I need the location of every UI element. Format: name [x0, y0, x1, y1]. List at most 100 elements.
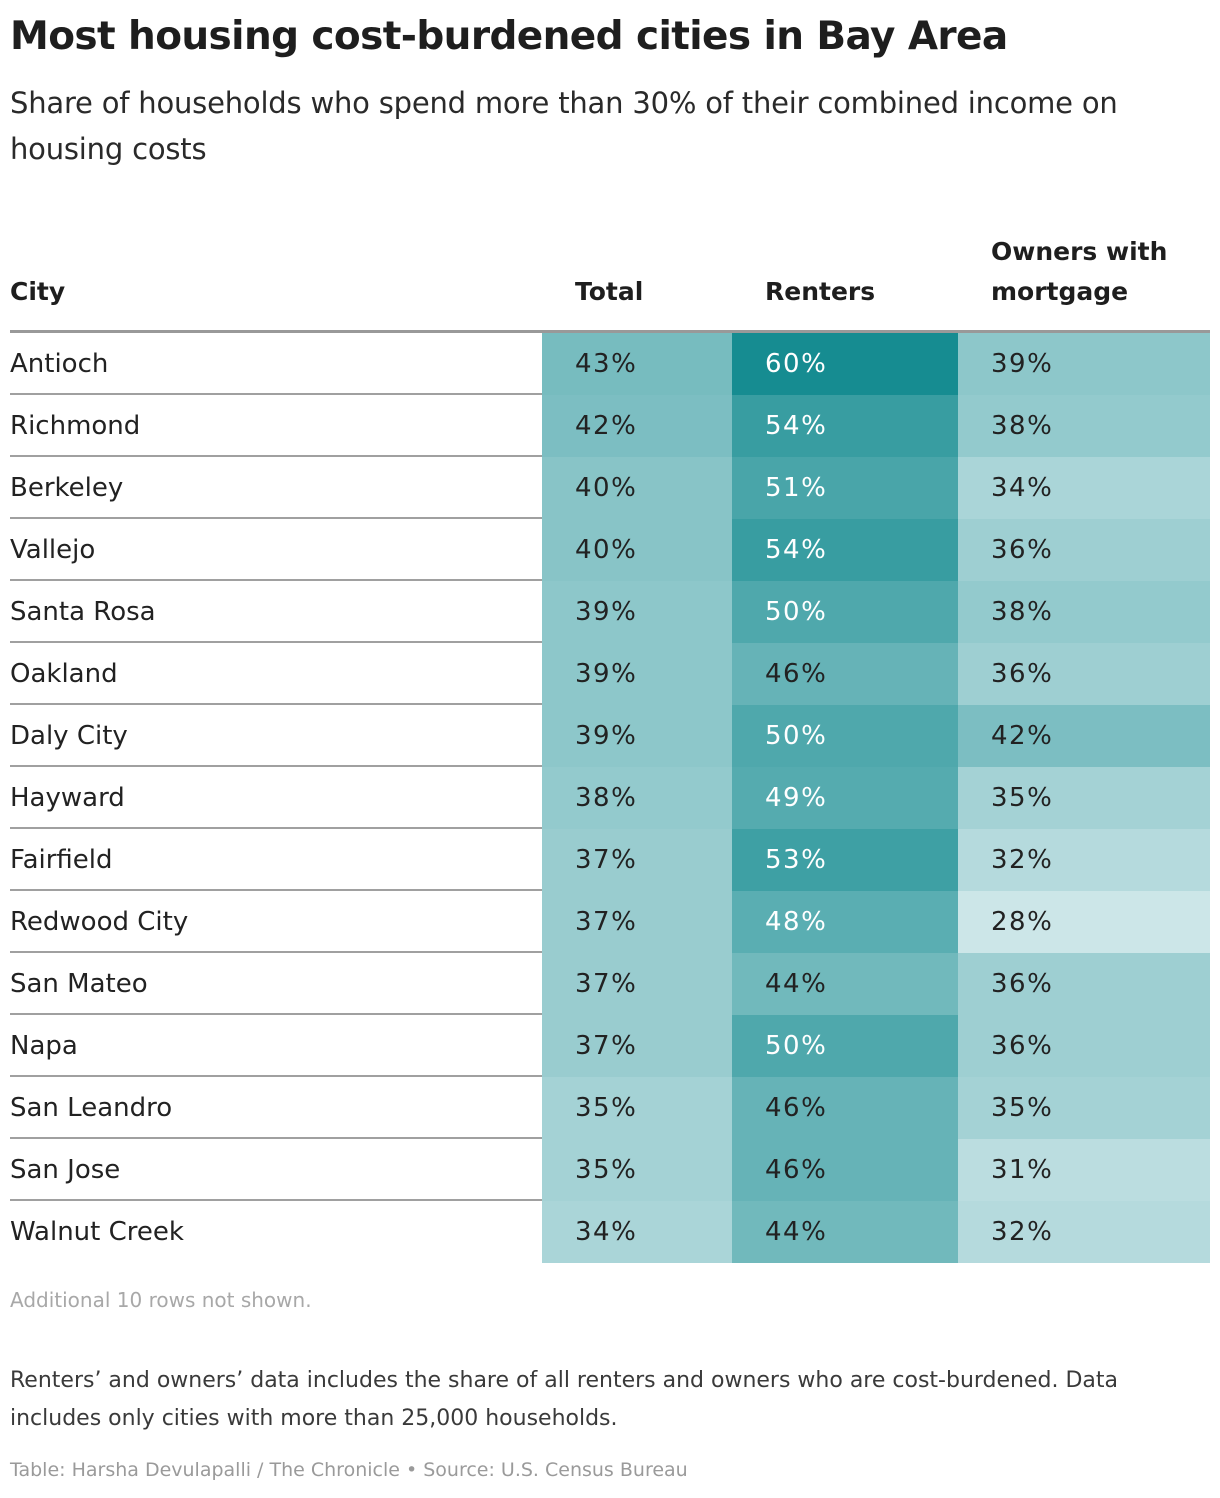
total-cell: 39%: [542, 705, 732, 767]
renters-cell-value: 53%: [765, 845, 828, 875]
total-cell: 34%: [542, 1201, 732, 1263]
owners-cell: 38%: [958, 395, 1210, 457]
owners-cell-value: 39%: [991, 349, 1054, 379]
renters-cell: 50%: [732, 581, 958, 643]
rows-hidden-note: Additional 10 rows not shown.: [10, 1288, 312, 1312]
renters-cell-value: 48%: [765, 907, 828, 937]
renters-cell-value: 60%: [765, 349, 828, 379]
owners-cell-value: 36%: [991, 969, 1054, 999]
city-cell: Fairfield: [10, 845, 113, 875]
total-cell-value: 42%: [575, 411, 638, 441]
owners-cell-value: 38%: [991, 411, 1054, 441]
table-row: Berkeley 40% 51% 34%: [10, 457, 1210, 519]
renters-cell-value: 54%: [765, 411, 828, 441]
renters-cell-value: 50%: [765, 597, 828, 627]
source-credit: Table: Harsha Devulapalli / The Chronicl…: [10, 1459, 688, 1481]
owners-cell-value: 28%: [991, 907, 1054, 937]
owners-cell: 35%: [958, 1077, 1210, 1139]
total-cell-value: 35%: [575, 1155, 638, 1185]
column-header-city: City: [10, 277, 66, 306]
renters-cell: 46%: [732, 643, 958, 705]
renters-cell: 44%: [732, 1201, 958, 1263]
owners-cell-value: 42%: [991, 721, 1054, 751]
renters-cell: 50%: [732, 705, 958, 767]
owners-cell-value: 32%: [991, 845, 1054, 875]
total-cell: 39%: [542, 643, 732, 705]
total-cell: 35%: [542, 1077, 732, 1139]
table-row: Redwood City 37% 48% 28%: [10, 891, 1210, 953]
renters-cell: 51%: [732, 457, 958, 519]
owners-cell: 39%: [958, 333, 1210, 395]
table-header: City Total Renters Owners with mortgage: [10, 236, 1210, 333]
table-row: San Jose 35% 46% 31%: [10, 1139, 1210, 1201]
renters-cell: 49%: [732, 767, 958, 829]
table-row: Oakland 39% 46% 36%: [10, 643, 1210, 705]
column-header-owners: Owners with mortgage: [991, 237, 1168, 306]
total-cell: 40%: [542, 519, 732, 581]
renters-cell: 54%: [732, 395, 958, 457]
owners-cell-value: 32%: [991, 1217, 1054, 1247]
column-header-total: Total: [575, 277, 644, 306]
total-cell-value: 37%: [575, 845, 638, 875]
owners-cell: 36%: [958, 519, 1210, 581]
table-row: Daly City 39% 50% 42%: [10, 705, 1210, 767]
total-cell: 37%: [542, 891, 732, 953]
city-cell: San Mateo: [10, 969, 148, 999]
owners-cell: 35%: [958, 767, 1210, 829]
city-cell: Napa: [10, 1031, 78, 1061]
city-cell: Antioch: [10, 349, 109, 379]
owners-cell: 38%: [958, 581, 1210, 643]
owners-cell-value: 36%: [991, 535, 1054, 565]
table-row: Antioch 43% 60% 39%: [10, 333, 1210, 395]
renters-cell: 46%: [732, 1139, 958, 1201]
total-cell: 35%: [542, 1139, 732, 1201]
total-cell-value: 40%: [575, 473, 638, 503]
total-cell-value: 37%: [575, 969, 638, 999]
total-cell-value: 35%: [575, 1093, 638, 1123]
table-body: Antioch 43% 60% 39% Richmond 42% 54% 38% Berkele…: [10, 333, 1210, 1263]
table-row: Walnut Creek 34% 44% 32%: [10, 1201, 1210, 1263]
renters-cell: 60%: [732, 333, 958, 395]
footnote: Renters’ and owners’ data includes the s…: [10, 1368, 1119, 1431]
chart-title: Most housing cost-burdened cities in Bay…: [10, 14, 1008, 59]
total-cell-value: 34%: [575, 1217, 638, 1247]
column-header-renters: Renters: [765, 277, 876, 306]
owners-cell: 36%: [958, 1015, 1210, 1077]
total-cell-value: 37%: [575, 907, 638, 937]
owners-cell-value: 35%: [991, 783, 1054, 813]
table-row: Santa Rosa 39% 50% 38%: [10, 581, 1210, 643]
renters-cell-value: 46%: [765, 1155, 828, 1185]
owners-cell: 32%: [958, 829, 1210, 891]
renters-cell-value: 44%: [765, 969, 828, 999]
total-cell: 37%: [542, 1015, 732, 1077]
city-cell: Berkeley: [10, 473, 124, 503]
table-row: Vallejo 40% 54% 36%: [10, 519, 1210, 581]
owners-cell-value: 35%: [991, 1093, 1054, 1123]
total-cell: 39%: [542, 581, 732, 643]
city-cell: Oakland: [10, 659, 118, 689]
owners-cell: 34%: [958, 457, 1210, 519]
owners-cell: 32%: [958, 1201, 1210, 1263]
renters-cell-value: 50%: [765, 1031, 828, 1061]
total-cell: 37%: [542, 953, 732, 1015]
owners-cell: 42%: [958, 705, 1210, 767]
city-cell: San Jose: [10, 1155, 121, 1185]
total-cell-value: 39%: [575, 721, 638, 751]
owners-cell: 36%: [958, 643, 1210, 705]
city-cell: Santa Rosa: [10, 597, 156, 627]
owners-cell-value: 36%: [991, 659, 1054, 689]
table-row: Hayward 38% 49% 35%: [10, 767, 1210, 829]
city-cell: San Leandro: [10, 1093, 173, 1123]
renters-cell: 53%: [732, 829, 958, 891]
total-cell: 42%: [542, 395, 732, 457]
chart-subtitle: Share of households who spend more than …: [10, 86, 1118, 166]
renters-cell: 44%: [732, 953, 958, 1015]
owners-cell-value: 38%: [991, 597, 1054, 627]
table-row: Richmond 42% 54% 38%: [10, 395, 1210, 457]
owners-cell: 36%: [958, 953, 1210, 1015]
total-cell-value: 43%: [575, 349, 638, 379]
renters-cell-value: 50%: [765, 721, 828, 751]
table-row: San Mateo 37% 44% 36%: [10, 953, 1210, 1015]
owners-cell: 31%: [958, 1139, 1210, 1201]
total-cell: 40%: [542, 457, 732, 519]
